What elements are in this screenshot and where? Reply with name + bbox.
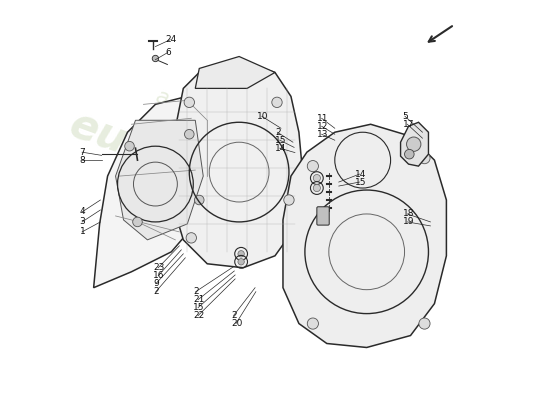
Text: 21: 21 (193, 295, 205, 304)
Circle shape (419, 152, 430, 164)
Text: 14: 14 (355, 170, 366, 178)
Text: 14: 14 (275, 144, 287, 153)
Text: 13: 13 (317, 130, 328, 139)
Text: 15: 15 (275, 136, 287, 145)
Circle shape (406, 137, 421, 151)
Text: 18: 18 (403, 210, 414, 218)
Circle shape (307, 160, 318, 172)
Circle shape (152, 55, 158, 62)
Polygon shape (283, 124, 447, 348)
Text: 4: 4 (80, 208, 85, 216)
Text: 15: 15 (355, 178, 366, 186)
Polygon shape (94, 96, 215, 288)
Text: 10: 10 (257, 112, 268, 121)
Circle shape (186, 233, 196, 243)
Text: 16: 16 (153, 271, 165, 280)
Text: 12: 12 (317, 122, 328, 131)
Circle shape (238, 251, 244, 257)
Circle shape (419, 318, 430, 329)
Polygon shape (400, 122, 428, 166)
Circle shape (184, 97, 195, 108)
Circle shape (314, 184, 321, 192)
Text: 5: 5 (403, 112, 408, 121)
Text: 20: 20 (231, 319, 243, 328)
Text: a passion: a passion (153, 86, 253, 139)
Text: 15: 15 (193, 303, 205, 312)
Circle shape (195, 195, 204, 205)
Circle shape (238, 258, 244, 265)
Circle shape (272, 97, 282, 108)
Text: 22: 22 (193, 311, 205, 320)
Text: eurOpartes: eurOpartes (64, 103, 327, 233)
Circle shape (184, 130, 194, 139)
Text: 7: 7 (80, 148, 85, 157)
Polygon shape (195, 56, 275, 88)
Circle shape (133, 217, 142, 227)
Circle shape (284, 195, 294, 205)
Polygon shape (172, 60, 303, 268)
Text: 9: 9 (153, 279, 159, 288)
Text: 17: 17 (403, 120, 414, 129)
Text: 3: 3 (80, 218, 85, 226)
Text: 2: 2 (153, 287, 159, 296)
Circle shape (125, 142, 134, 151)
Circle shape (307, 318, 318, 329)
Circle shape (314, 174, 321, 182)
Polygon shape (116, 120, 204, 240)
FancyBboxPatch shape (317, 207, 329, 225)
Text: 6: 6 (166, 48, 171, 57)
Text: 8: 8 (80, 156, 85, 165)
Text: 2: 2 (275, 128, 280, 137)
Text: 19: 19 (403, 218, 414, 226)
Circle shape (405, 149, 414, 159)
Text: 1: 1 (80, 227, 85, 236)
Text: 11: 11 (317, 114, 328, 123)
Text: 2: 2 (193, 287, 199, 296)
Text: 23: 23 (153, 263, 165, 272)
Text: 24: 24 (166, 35, 177, 44)
Text: 2: 2 (231, 311, 237, 320)
